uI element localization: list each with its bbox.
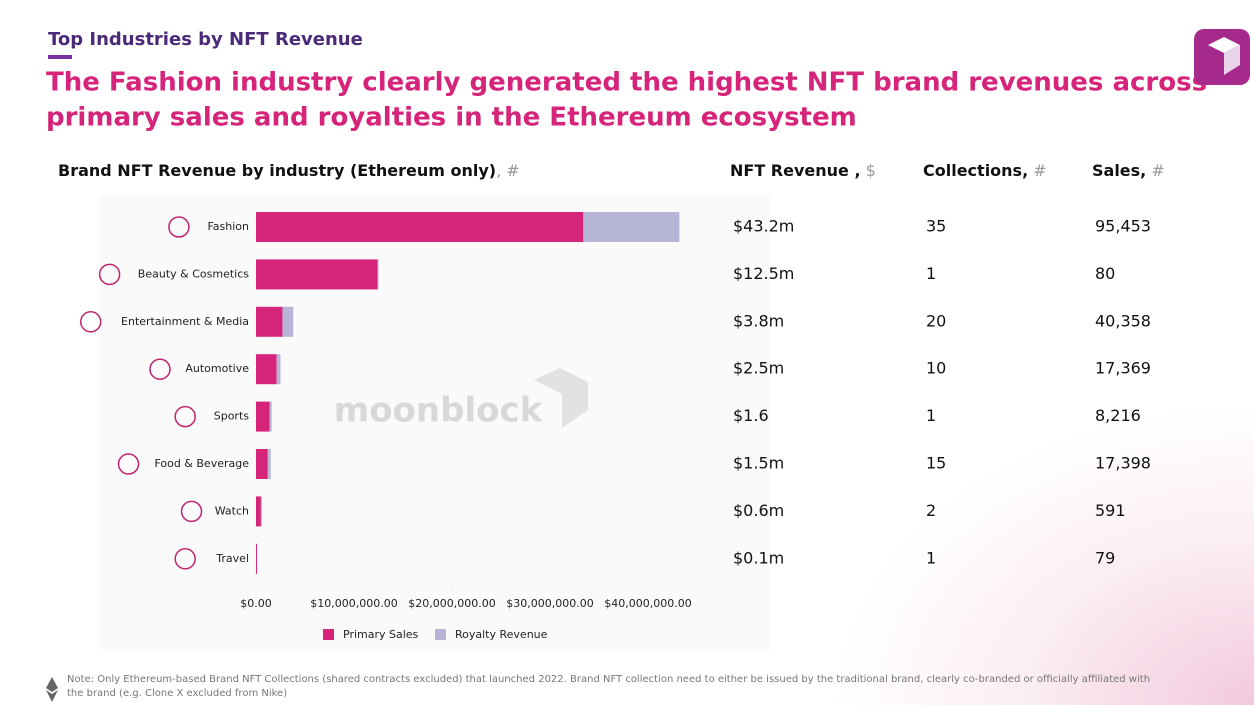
- table-cell: $0.6m: [733, 501, 784, 520]
- table-cell: 17,398: [1095, 454, 1151, 473]
- category-icon: [79, 311, 102, 333]
- headline: The Fashion industry clearly generated t…: [46, 68, 1207, 98]
- table-cell: 591: [1095, 501, 1126, 520]
- bar: [256, 212, 584, 242]
- table-header-unit: $: [866, 161, 876, 180]
- table-cell: 15: [926, 454, 946, 473]
- category-icon: [98, 263, 121, 286]
- table-header-label: Sales,: [1092, 161, 1146, 180]
- table-cell: 10: [926, 359, 946, 378]
- table-header-unit: #: [1151, 161, 1164, 180]
- legend-swatch: [323, 629, 334, 640]
- table-cell: 20: [926, 311, 946, 330]
- legend-label: Royalty Revenue: [455, 628, 548, 641]
- category-icon: [168, 216, 190, 238]
- x-tick-label: $20,000,000.00: [408, 597, 495, 610]
- x-tick-label: $10,000,000.00: [310, 597, 397, 610]
- table-cell: 17,369: [1095, 359, 1151, 378]
- table-cell: 35: [926, 217, 946, 236]
- bar: [276, 354, 281, 385]
- x-tick-label: $30,000,000.00: [506, 597, 593, 610]
- ethereum-icon: [46, 677, 58, 702]
- bar: [269, 401, 272, 432]
- category-label: Beauty & Cosmetics: [138, 267, 249, 280]
- category-icon: [174, 405, 196, 428]
- bar: [260, 496, 262, 527]
- logo: [1194, 29, 1250, 85]
- table-cell: $2.5m: [733, 359, 784, 378]
- footnote: the brand (e.g. Clone X excluded from Ni…: [67, 688, 287, 699]
- category-icon: [117, 453, 140, 475]
- category-icon: [180, 500, 203, 523]
- bar: [256, 354, 277, 385]
- table-header: Collections, #: [923, 161, 1047, 180]
- x-tick-label: $0.00: [240, 597, 272, 610]
- table-cell: $12.5m: [733, 264, 794, 283]
- table-cell: 40,358: [1095, 311, 1151, 330]
- bar: [256, 401, 270, 432]
- x-tick-label: $40,000,000.00: [604, 597, 691, 610]
- bar: [256, 496, 261, 527]
- table-header: Sales, #: [1092, 161, 1165, 180]
- chart-title-text: Brand NFT Revenue by industry (Ethereum …: [58, 161, 496, 180]
- category-label: Entertainment & Media: [121, 315, 249, 328]
- table-cell: 95,453: [1095, 217, 1151, 236]
- chart-title-unit: , #: [496, 161, 520, 180]
- bar: [267, 449, 271, 479]
- table-cell: 1: [926, 406, 936, 425]
- table-cell: $43.2m: [733, 217, 794, 236]
- table-cell: 1: [926, 548, 936, 567]
- headline: primary sales and royalties in the Ether…: [46, 103, 857, 133]
- chart-panel: [100, 196, 770, 650]
- category-label: Sports: [214, 410, 250, 423]
- watermark-logo: [534, 368, 588, 428]
- table-cell: 8,216: [1095, 406, 1141, 425]
- category-icon: [149, 358, 171, 380]
- legend-swatch: [435, 629, 446, 640]
- category-label: Food & Beverage: [154, 457, 249, 470]
- category-label: Fashion: [207, 220, 249, 233]
- chart-title: Brand NFT Revenue by industry (Ethereum …: [58, 161, 520, 180]
- table-header-label: NFT Revenue ,: [730, 161, 861, 180]
- category-icon: [174, 548, 196, 570]
- bar: [256, 543, 257, 574]
- kicker: Top Industries by NFT Revenue: [48, 29, 363, 50]
- bar: [377, 259, 379, 290]
- table-cell: $1.6: [733, 406, 769, 425]
- table-cell: 2: [926, 501, 936, 520]
- table-cell: $1.5m: [733, 454, 784, 473]
- category-label: Watch: [215, 504, 249, 517]
- table-cell: $3.8m: [733, 311, 784, 330]
- watermark: moonblock: [334, 391, 544, 431]
- table-cell: $0.1m: [733, 548, 784, 567]
- bar: [256, 306, 283, 337]
- table-header: NFT Revenue , $: [730, 161, 876, 180]
- category-label: Automotive: [185, 362, 249, 375]
- table-header-unit: #: [1033, 161, 1046, 180]
- bar: [256, 259, 378, 290]
- table-cell: 80: [1095, 264, 1115, 283]
- category-label: Travel: [215, 552, 249, 565]
- kicker-underline: [48, 55, 72, 59]
- table-header-label: Collections,: [923, 161, 1028, 180]
- table-cell: 79: [1095, 548, 1115, 567]
- footnote: Note: Only Ethereum-based Brand NFT Coll…: [67, 674, 1150, 685]
- table-cell: 1: [926, 264, 936, 283]
- bar: [282, 306, 294, 337]
- legend-label: Primary Sales: [343, 628, 419, 641]
- bar: [583, 212, 680, 242]
- bar: [256, 449, 268, 479]
